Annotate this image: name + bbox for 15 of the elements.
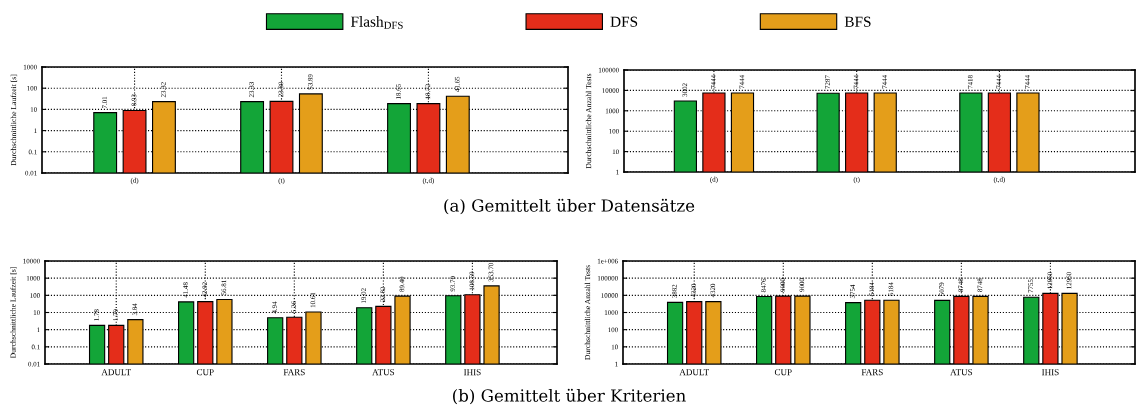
legend-label: DFS (610, 16, 638, 27)
text: (a) Gemittelt über Datensätze (444, 198, 695, 215)
legend-label: BFS (844, 16, 871, 27)
x-tick-label: IHIS (463, 369, 481, 376)
text: (b) Gemittelt über Kriterien (453, 388, 686, 405)
x-tick-label: ADULT (101, 369, 131, 376)
x-tick-label: ATUS (372, 369, 395, 376)
x-tick-label: ADULT (679, 369, 709, 376)
x-tick-label: CUP (774, 369, 792, 376)
x-tick-label: CUP (196, 369, 214, 376)
x-tick-label: IHIS (1041, 369, 1059, 376)
x-tick-label: FARS (283, 369, 305, 376)
x-tick-label: FARS (861, 369, 883, 376)
legend-label: Flash$_{DFS}$ (350, 16, 403, 29)
x-tick-label: ATUS (950, 369, 973, 376)
